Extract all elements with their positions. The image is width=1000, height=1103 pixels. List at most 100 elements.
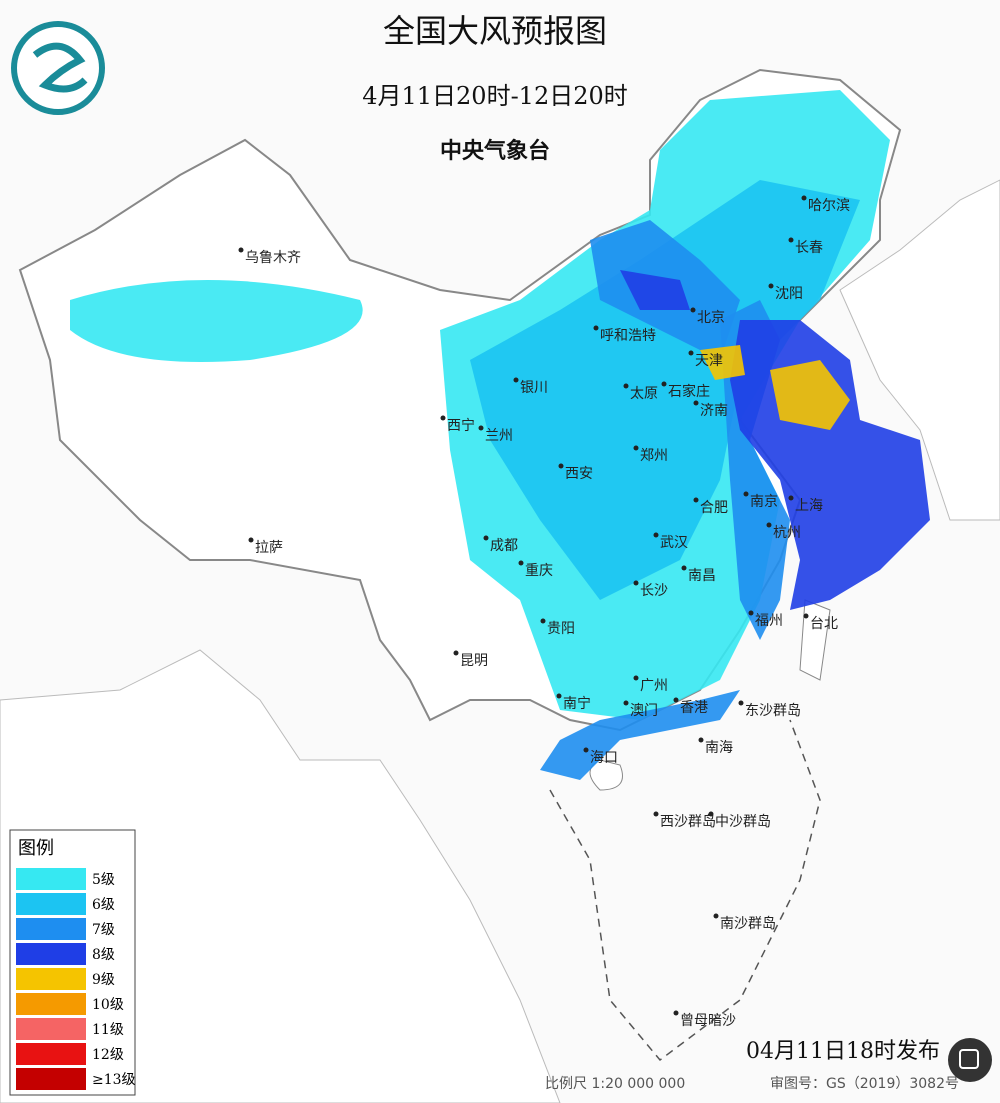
- legend-swatch: [16, 918, 86, 940]
- city-dot: [633, 580, 639, 586]
- city-dot: [801, 195, 807, 201]
- place-label: 贵阳: [547, 621, 575, 637]
- place-label: 哈尔滨: [808, 198, 850, 214]
- city-dot: [513, 377, 519, 383]
- city-dot: [633, 675, 639, 681]
- city-dot: [738, 700, 744, 706]
- legend: 图例 5级 6级 7级 8级 9级 10级 11级 12级 ≥13级: [9, 829, 136, 1096]
- wind-zone: [620, 270, 690, 310]
- city-dot: [708, 811, 714, 817]
- place-label: 石家庄: [668, 383, 710, 400]
- place-label: 福州: [755, 613, 783, 629]
- city-dot: [661, 381, 667, 387]
- place-label: 呼和浩特: [600, 328, 656, 344]
- city-dot: [766, 522, 772, 528]
- place-label: 南京: [750, 494, 778, 510]
- review-number: 审图号：GS（2019）3082号: [770, 1076, 959, 1092]
- legend-swatch: [16, 968, 86, 990]
- place-label: 长春: [795, 240, 823, 256]
- city-dot: [688, 350, 694, 356]
- city-dot: [681, 565, 687, 571]
- place-label: 长沙: [640, 583, 668, 599]
- city-dot: [483, 535, 489, 541]
- place-label: 南海: [705, 740, 733, 756]
- place-label: 南宁: [563, 695, 591, 712]
- city-dot: [803, 613, 809, 619]
- place-label: 合肥: [700, 500, 728, 516]
- legend-label: 12级: [92, 1047, 124, 1063]
- city-dot: [238, 247, 244, 253]
- city-dot: [788, 495, 794, 501]
- place-label: 上海: [795, 498, 823, 514]
- wind-zone: [70, 280, 363, 362]
- place-label: 郑州: [640, 448, 668, 464]
- place-label: 北京: [697, 310, 725, 326]
- city-dot: [693, 400, 699, 406]
- city-dot: [673, 697, 679, 703]
- place-label: 台北: [810, 616, 838, 632]
- city-dot: [453, 650, 459, 656]
- city-dot: [653, 532, 659, 538]
- release-time: 04月11日18时发布: [746, 1039, 940, 1064]
- place-label: 海口: [590, 750, 618, 766]
- place-label: 济南: [700, 403, 728, 419]
- legend-label: 8级: [92, 947, 115, 963]
- city-dot: [558, 463, 564, 469]
- city-dot: [518, 560, 524, 566]
- city-dot: [693, 497, 699, 503]
- place-label: 兰州: [485, 428, 513, 444]
- issuer: 中央气象台: [440, 138, 550, 164]
- city-dot: [690, 307, 696, 313]
- place-label: 拉萨: [255, 540, 283, 556]
- legend-swatch: [16, 943, 86, 965]
- city-dot: [653, 811, 659, 817]
- city-dot: [633, 445, 639, 451]
- neighbour-land: [839, 179, 1000, 521]
- place-label: 南昌: [688, 568, 716, 584]
- city-dot: [743, 491, 749, 497]
- legend-swatch: [16, 868, 86, 890]
- place-label: 昆明: [460, 653, 488, 669]
- place-label: 西沙群岛: [660, 814, 716, 830]
- legend-label: 9级: [92, 972, 115, 988]
- place-label: 澳门: [630, 703, 658, 719]
- legend-swatch: [16, 1068, 86, 1090]
- place-label: 西宁: [447, 417, 475, 434]
- place-label: 银川: [520, 380, 548, 396]
- taiwan-island: [799, 599, 831, 681]
- place-label: 沈阳: [775, 286, 803, 302]
- place-label: 武汉: [660, 535, 688, 551]
- wind-zone: [700, 345, 745, 380]
- place-label: 香港: [680, 700, 708, 716]
- wind-zone: [770, 360, 850, 430]
- legend-label: 6级: [92, 897, 115, 913]
- place-label: 重庆: [525, 563, 553, 579]
- city-dot: [478, 425, 484, 431]
- map-period: 4月11日20时-12日20时: [362, 82, 628, 110]
- logo: [11, 21, 105, 115]
- place-label: 太原: [630, 386, 658, 402]
- maritime-boundary: [549, 719, 821, 1062]
- city-dot: [623, 383, 629, 389]
- legend-label: 5级: [92, 872, 115, 888]
- city-dot: [593, 325, 599, 331]
- city-dot: [698, 737, 704, 743]
- neighbour-land: [0, 649, 561, 1103]
- legend-swatch: [16, 1043, 86, 1065]
- map-title: 全国大风预报图: [383, 12, 607, 50]
- city-dot: [248, 537, 254, 543]
- place-label: 南沙群岛: [720, 916, 776, 932]
- legend-label: 7级: [92, 922, 115, 938]
- wind-zone: [470, 180, 860, 600]
- legend-title: 图例: [18, 838, 54, 859]
- legend-label: 10级: [92, 997, 124, 1013]
- city-dot: [623, 700, 629, 706]
- place-label: 天津: [695, 353, 723, 369]
- legend-swatch: [16, 993, 86, 1015]
- city-dot: [540, 618, 546, 624]
- legend-label: ≥13级: [92, 1072, 136, 1088]
- place-label: 广州: [640, 678, 668, 694]
- corner-icon[interactable]: [948, 1038, 992, 1082]
- scale: 比例尺 1:20 000 000: [545, 1076, 685, 1092]
